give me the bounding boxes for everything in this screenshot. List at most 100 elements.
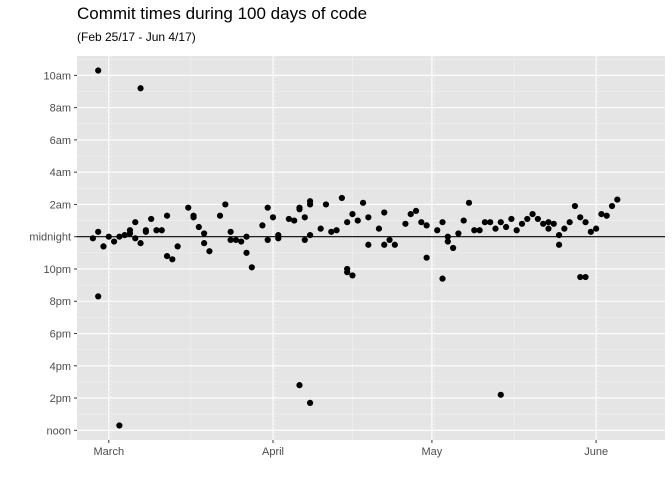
data-point — [243, 249, 250, 256]
data-point — [439, 275, 446, 282]
data-point — [137, 85, 144, 92]
data-point — [328, 228, 335, 235]
data-point — [524, 215, 531, 223]
data-point — [227, 228, 234, 235]
data-point — [375, 225, 383, 232]
y-tick-label: 10am — [43, 70, 71, 82]
data-point — [502, 223, 510, 231]
data-point — [534, 215, 541, 223]
chart-title: Commit times during 100 days of code — [77, 4, 368, 23]
data-point — [126, 230, 134, 237]
y-tick-label: 10pm — [43, 264, 71, 276]
data-point — [163, 212, 171, 219]
data-point — [206, 248, 213, 255]
data-point — [354, 217, 361, 224]
data-point — [608, 202, 616, 210]
data-point — [259, 222, 266, 229]
data-point — [185, 204, 192, 211]
data-point — [243, 233, 250, 240]
data-point — [561, 225, 568, 232]
data-point — [434, 227, 441, 234]
data-point — [582, 273, 589, 281]
data-point — [349, 211, 356, 218]
data-point — [264, 236, 271, 244]
data-point — [153, 227, 160, 234]
data-point — [195, 223, 202, 231]
data-point — [418, 219, 425, 226]
data-point — [476, 227, 483, 234]
data-point — [577, 273, 584, 281]
data-point — [481, 219, 488, 226]
x-tick-label: June — [584, 446, 608, 458]
data-point — [513, 227, 520, 234]
data-point — [132, 235, 139, 242]
x-tick-label: March — [94, 446, 125, 458]
data-point — [285, 215, 292, 223]
x-axis: March April May June — [94, 440, 608, 458]
data-point — [291, 217, 298, 224]
data-point — [306, 201, 314, 208]
data-point — [365, 214, 372, 221]
data-point — [582, 219, 589, 226]
data-point — [338, 194, 345, 202]
data-point — [232, 236, 240, 244]
data-point — [158, 227, 165, 234]
data-point — [450, 244, 457, 252]
data-point — [301, 236, 308, 244]
data-point — [423, 222, 430, 229]
data-point — [296, 382, 303, 389]
data-point — [105, 233, 112, 240]
data-point — [603, 212, 610, 219]
data-point — [614, 196, 621, 203]
data-point — [344, 219, 351, 226]
data-point — [116, 422, 123, 429]
y-tick-label: 6am — [50, 135, 71, 147]
data-point — [423, 254, 430, 261]
data-point — [322, 201, 330, 208]
y-tick-label: 2pm — [50, 393, 71, 405]
data-point — [306, 399, 314, 406]
data-point — [269, 214, 277, 221]
data-point — [566, 219, 573, 226]
data-point — [163, 252, 171, 260]
data-point — [344, 269, 351, 276]
data-point — [587, 228, 594, 235]
data-point — [248, 264, 255, 271]
data-point — [497, 219, 504, 226]
data-point — [444, 238, 451, 245]
data-point — [333, 227, 340, 234]
data-point — [407, 211, 414, 218]
data-point — [471, 227, 478, 234]
data-point — [545, 219, 552, 226]
data-point — [116, 233, 123, 240]
data-point — [529, 211, 536, 218]
data-point — [386, 236, 393, 244]
y-tick-label: 8pm — [50, 296, 71, 308]
data-point — [349, 272, 356, 279]
chart-subtitle: (Feb 25/17 - Jun 4/17) — [77, 30, 196, 44]
y-tick-label: midnight — [29, 232, 71, 244]
y-tick-label: 8am — [50, 103, 71, 115]
data-point — [391, 241, 398, 248]
data-point — [296, 206, 303, 213]
data-point — [550, 220, 557, 227]
data-point — [381, 241, 388, 248]
data-point — [306, 231, 314, 239]
data-point — [439, 219, 446, 226]
data-point — [95, 293, 102, 300]
y-tick-label: 4am — [50, 167, 71, 179]
data-point — [110, 238, 118, 245]
data-point — [518, 220, 526, 227]
data-point — [216, 212, 224, 219]
data-point — [222, 201, 229, 208]
data-point — [571, 202, 579, 210]
data-point — [201, 240, 208, 247]
data-point — [497, 391, 504, 398]
data-point — [317, 225, 324, 232]
data-point — [487, 219, 494, 226]
data-point — [227, 236, 234, 244]
data-point — [444, 233, 451, 240]
y-tick-label: 6pm — [50, 329, 71, 341]
data-point — [201, 230, 208, 237]
